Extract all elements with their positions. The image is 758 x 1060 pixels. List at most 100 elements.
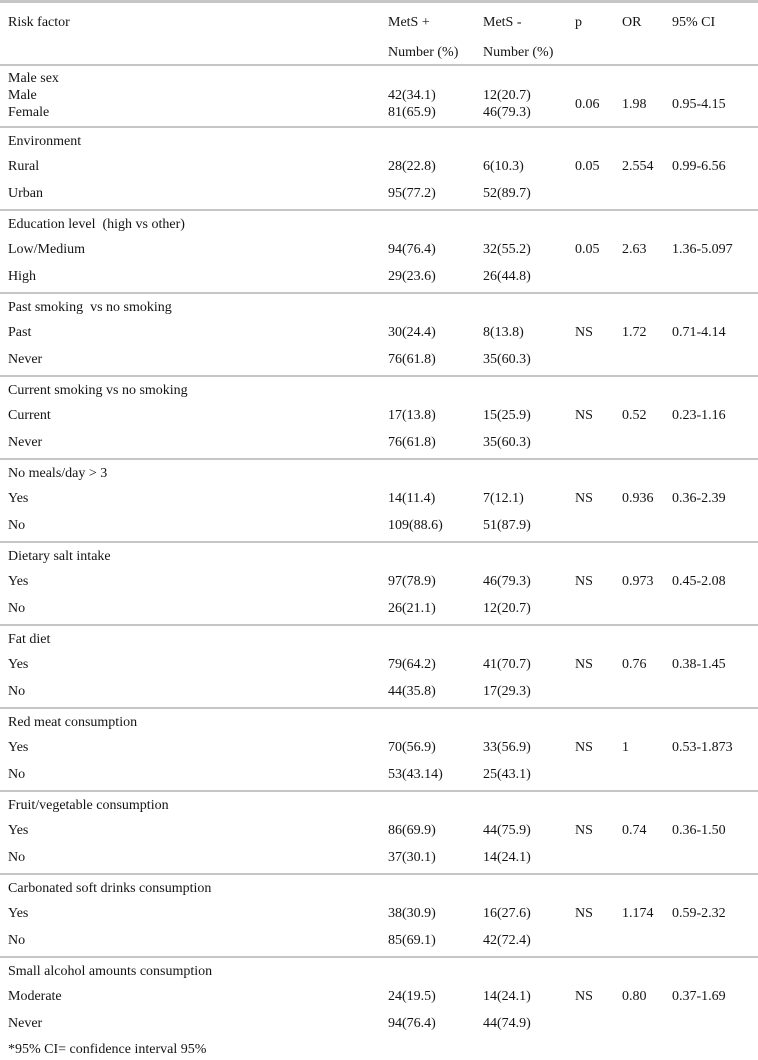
cell-mets-minus: 46(79.3) (483, 574, 531, 589)
cell-confidence-interval: 1.36-5.097 (672, 242, 733, 257)
cell-mets-plus: 44(35.8) (388, 684, 436, 699)
cell-mets-minus: 16(27.6) (483, 906, 531, 921)
group-category: Environment (8, 134, 82, 149)
cell-mets-plus: 26(21.1) (388, 601, 436, 616)
cell-mets-plus: 17(13.8) (388, 408, 436, 423)
table-group-education-level: Education level (high vs other) Low/Medi… (0, 211, 758, 294)
cell-p-value: NS (575, 574, 593, 589)
cell-confidence-interval: 0.45-2.08 (672, 574, 726, 589)
group-category: Current smoking vs no smoking (8, 383, 188, 398)
cell-mets-minus: 41(70.7) (483, 657, 531, 672)
cell-p-value: NS (575, 823, 593, 838)
cell-p-value: NS (575, 491, 593, 506)
cell-confidence-interval: 0.53-1.873 (672, 740, 733, 755)
cell-mets-plus: 94(76.4) (388, 242, 436, 257)
group-category: Male sex (8, 71, 59, 86)
col-header-mets-plus-line1: MetS + (388, 15, 430, 30)
table-group-current-smoking: Current smoking vs no smoking Current 17… (0, 377, 758, 460)
cell-mets-minus: 33(56.9) (483, 740, 531, 755)
cell-mets-plus: 37(30.1) (388, 850, 436, 865)
cell-odds-ratio: 0.74 (622, 823, 647, 838)
cell-mets-minus: 17(29.3) (483, 684, 531, 699)
row-label: Never (8, 352, 43, 367)
group-category: Red meat consumption (8, 715, 138, 730)
cell-odds-ratio: 1 (622, 740, 629, 755)
col-header-mets-plus: MetS + Number (%) (388, 14, 483, 62)
cell-p-value: NS (575, 906, 593, 921)
cell-mets-minus: 6(10.3) (483, 159, 524, 174)
row-label: Yes (8, 657, 29, 672)
cell-mets-minus: 14(24.1) (483, 850, 531, 865)
cell-odds-ratio: 1.98 (622, 96, 647, 112)
cell-confidence-interval: 0.37-1.69 (672, 989, 726, 1004)
table-header-row: Risk factor MetS + Number (%) MetS - Num… (0, 3, 758, 66)
group-category: Education level (high vs other) (8, 217, 185, 232)
cell-odds-ratio: 0.76 (622, 657, 647, 672)
row-label: Rural (8, 159, 40, 174)
cell-mets-minus: 51(87.9) (483, 518, 531, 533)
cell-confidence-interval: 0.23-1.16 (672, 408, 726, 423)
cell-mets-plus: 81(65.9) (388, 105, 436, 120)
cell-mets-plus: 42(34.1) (388, 88, 436, 103)
cell-mets-plus: 53(43.14) (388, 767, 443, 782)
cell-mets-minus: 12(20.7) (483, 88, 531, 103)
cell-mets-plus: 14(11.4) (388, 491, 436, 506)
group-category: Fruit/vegetable consumption (8, 798, 169, 813)
row-label: Yes (8, 906, 29, 921)
cell-mets-plus: 85(69.1) (388, 933, 436, 948)
table-group-alcohol: Small alcohol amounts consumption Modera… (0, 958, 758, 1039)
cell-odds-ratio: 2.554 (622, 159, 654, 174)
cell-odds-ratio: 1.174 (622, 906, 654, 921)
cell-mets-plus: 29(23.6) (388, 269, 436, 284)
cell-mets-plus: 109(88.6) (388, 518, 443, 533)
col-header-mets-minus-line1: MetS - (483, 15, 522, 30)
group-category: Small alcohol amounts consumption (8, 964, 213, 979)
row-label: Yes (8, 740, 29, 755)
table-group-meals-per-day: No meals/day > 3 Yes 14(11.4) 7(12.1) NS… (0, 460, 758, 543)
row-label: Never (8, 435, 43, 450)
cell-mets-plus: 24(19.5) (388, 989, 436, 1004)
table-group-soft-drinks: Carbonated soft drinks consumption Yes 3… (0, 875, 758, 958)
row-label: Moderate (8, 989, 62, 1004)
table-footnote: *95% CI= confidence interval 95% (0, 1039, 758, 1060)
col-header-ci: 95% CI (672, 15, 716, 30)
cell-odds-ratio: 0.936 (622, 491, 654, 506)
table-group-fruit-vegetable: Fruit/vegetable consumption Yes 86(69.9)… (0, 792, 758, 875)
row-label: Current (8, 408, 51, 423)
cell-odds-ratio: 1.72 (622, 325, 647, 340)
row-label: No (8, 518, 26, 533)
row-label: Past (8, 325, 32, 340)
row-label: No (8, 767, 26, 782)
row-label: No (8, 601, 26, 616)
cell-mets-minus: 52(89.7) (483, 186, 531, 201)
row-label: Never (8, 1016, 43, 1031)
cell-mets-minus: 35(60.3) (483, 352, 531, 367)
col-header-mets-minus: MetS - Number (%) (483, 14, 575, 62)
cell-p-value: NS (575, 408, 593, 423)
row-label: Low/Medium (8, 242, 85, 257)
cell-mets-minus: 32(55.2) (483, 242, 531, 257)
cell-mets-minus: 8(13.8) (483, 325, 524, 340)
row-label: Yes (8, 491, 29, 506)
table-group-past-smoking: Past smoking vs no smoking Past 30(24.4)… (0, 294, 758, 377)
cell-confidence-interval: 0.38-1.45 (672, 657, 726, 672)
cell-odds-ratio: 2.63 (622, 242, 647, 257)
cell-mets-minus: 7(12.1) (483, 491, 524, 506)
cell-confidence-interval: 0.95-4.15 (672, 96, 726, 112)
cell-p-value: 0.05 (575, 159, 600, 174)
col-header-or: OR (622, 15, 642, 30)
cell-mets-minus: 25(43.1) (483, 767, 531, 782)
row-label: No (8, 933, 26, 948)
row-label: High (8, 269, 36, 284)
cell-mets-plus: 30(24.4) (388, 325, 436, 340)
footnote-text: *95% CI= confidence interval 95% (8, 1042, 207, 1057)
cell-p-value: NS (575, 989, 593, 1004)
row-label: Yes (8, 823, 29, 838)
cell-mets-plus: 94(76.4) (388, 1016, 436, 1031)
col-header-mets-minus-line2: Number (%) (483, 45, 554, 60)
cell-mets-plus: 79(64.2) (388, 657, 436, 672)
cell-mets-plus: 86(69.9) (388, 823, 436, 838)
cell-mets-plus: 97(78.9) (388, 574, 436, 589)
cell-mets-minus: 26(44.8) (483, 269, 531, 284)
table-group-fat-diet: Fat diet Yes 79(64.2) 41(70.7) NS 0.76 0… (0, 626, 758, 709)
